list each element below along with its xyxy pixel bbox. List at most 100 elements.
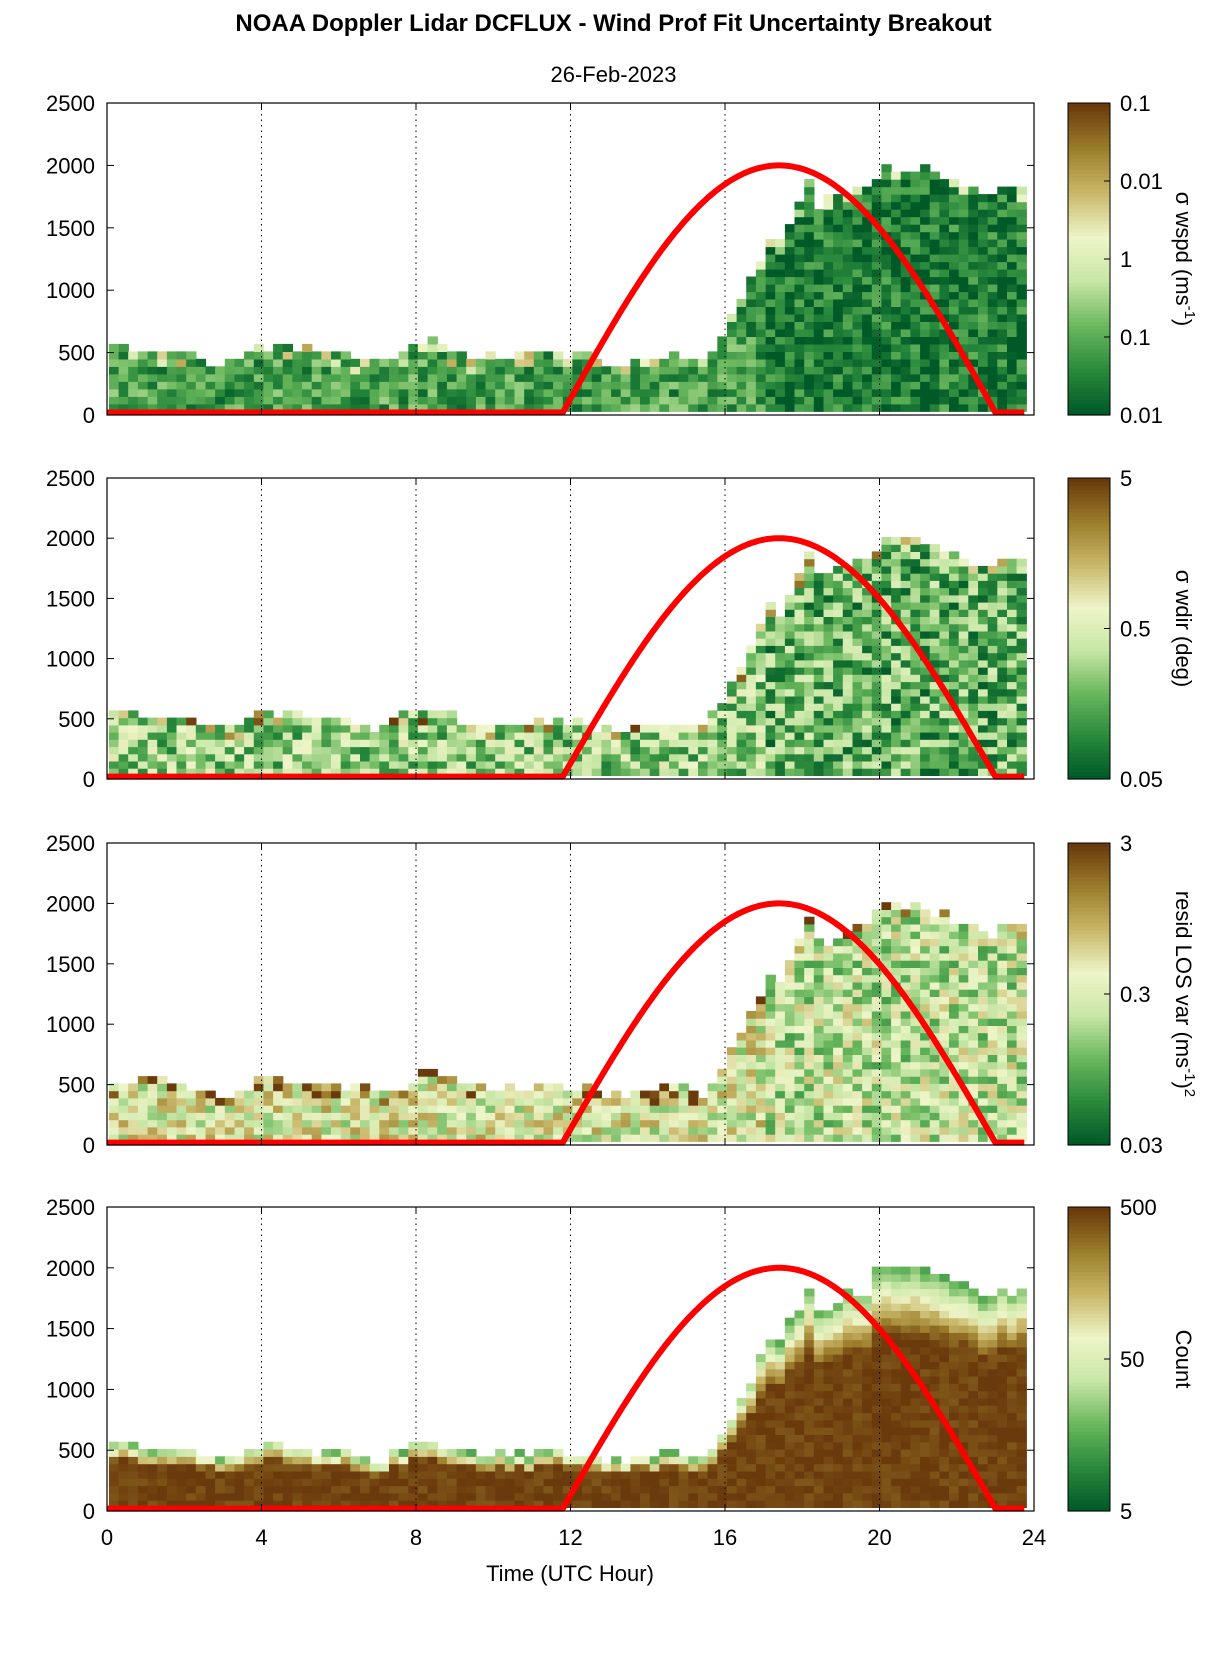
- heatmap-cell: [1016, 565, 1027, 574]
- heatmap-cell: [775, 1032, 786, 1041]
- heatmap-cell: [273, 1463, 284, 1472]
- heatmap-cell: [958, 366, 969, 375]
- heatmap-cell: [949, 403, 960, 412]
- heatmap-cell: [842, 313, 854, 322]
- heatmap-cell: [958, 1097, 969, 1106]
- heatmap-cell: [446, 1449, 458, 1457]
- heatmap-cell: [611, 1097, 622, 1106]
- y-tick-label: 2000: [46, 891, 95, 916]
- heatmap-cell: [929, 358, 940, 367]
- heatmap-cell: [176, 373, 187, 382]
- heatmap-cell: [195, 381, 207, 390]
- heatmap-cell: [823, 638, 834, 646]
- heatmap-cell: [939, 938, 950, 947]
- heatmap-cell: [813, 746, 825, 755]
- heatmap-cell: [649, 1470, 660, 1479]
- heatmap-cell: [1007, 1112, 1018, 1121]
- colorbar-swatch: [1068, 231, 1110, 237]
- heatmap-cell: [688, 403, 699, 412]
- heatmap-cell: [978, 1090, 989, 1099]
- heatmap-cell: [949, 328, 960, 337]
- heatmap-cell: [726, 746, 738, 755]
- heatmap-cell: [485, 1463, 496, 1472]
- heatmap-cell: [968, 328, 979, 337]
- heatmap-cell: [640, 1492, 651, 1501]
- heatmap-cell: [311, 1485, 322, 1494]
- heatmap-cell: [678, 768, 689, 776]
- heatmap-cell: [929, 396, 940, 405]
- heatmap-cell: [669, 739, 680, 748]
- heatmap-cell: [253, 760, 265, 769]
- heatmap-cell: [717, 1112, 728, 1121]
- heatmap-cell: [640, 1090, 651, 1099]
- heatmap-cell: [688, 1470, 699, 1479]
- heatmap-cell: [649, 1112, 660, 1121]
- heatmap-cell: [195, 732, 207, 740]
- heatmap-cell: [775, 638, 786, 646]
- heatmap-cell: [166, 746, 178, 755]
- heatmap-cell: [891, 366, 902, 375]
- colorbar-swatch: [1068, 348, 1110, 354]
- heatmap-cell: [833, 732, 844, 740]
- heatmap-cell: [591, 1126, 602, 1135]
- heatmap-cell: [263, 373, 274, 382]
- heatmap-cell: [118, 1478, 129, 1487]
- colorbar-swatch: [1068, 356, 1110, 361]
- heatmap-cell: [166, 1492, 178, 1501]
- heatmap-cell: [456, 1134, 467, 1142]
- heatmap-cell: [427, 1068, 438, 1077]
- heatmap-cell: [543, 366, 554, 375]
- heatmap-cell: [920, 952, 931, 961]
- heatmap-cell: [533, 373, 545, 382]
- heatmap-cell: [968, 216, 979, 225]
- heatmap-cell: [495, 1470, 506, 1479]
- heatmap-cell: [775, 710, 786, 719]
- heatmap-cell: [823, 688, 834, 697]
- heatmap-cell: [186, 760, 197, 769]
- heatmap-cell: [1007, 974, 1018, 983]
- heatmap-cell: [997, 623, 1008, 632]
- heatmap-cell: [939, 974, 950, 983]
- heatmap-cell: [881, 216, 892, 225]
- heatmap-cell: [1016, 403, 1027, 412]
- heatmap-cell: [910, 313, 921, 322]
- heatmap-cell: [504, 1134, 516, 1142]
- heatmap-cell: [794, 753, 805, 762]
- heatmap-cell: [533, 1456, 545, 1465]
- heatmap-cell: [784, 645, 796, 654]
- heatmap-cell: [765, 1134, 776, 1142]
- heatmap-cell: [147, 1456, 158, 1465]
- heatmap-cell: [649, 1500, 660, 1508]
- heatmap-cell: [717, 1492, 728, 1501]
- heatmap-cell: [224, 1456, 236, 1465]
- heatmap-cell: [379, 1500, 390, 1508]
- heatmap-cell: [881, 717, 892, 726]
- heatmap-cell: [746, 1112, 757, 1121]
- heatmap-cell: [292, 388, 303, 397]
- heatmap-cell: [292, 732, 303, 740]
- heatmap-cell: [311, 403, 322, 412]
- heatmap-cell: [968, 923, 979, 932]
- heatmap-cell: [746, 739, 757, 748]
- heatmap-cell: [408, 717, 419, 726]
- heatmap-cell: [978, 945, 989, 954]
- heatmap-cell: [987, 609, 998, 617]
- heatmap-cell: [746, 724, 757, 733]
- heatmap-cell: [195, 1126, 207, 1135]
- heatmap-cell: [833, 753, 844, 762]
- heatmap-cell: [524, 388, 535, 397]
- heatmap-cell: [1007, 284, 1018, 293]
- heatmap-cell: [939, 1025, 950, 1034]
- heatmap-cell: [852, 254, 863, 263]
- heatmap-cell: [804, 1076, 815, 1084]
- heatmap-cell: [813, 616, 825, 625]
- heatmap-cell: [456, 724, 467, 733]
- heatmap-cell: [997, 768, 1008, 776]
- heatmap-cell: [524, 381, 535, 390]
- heatmap-cell: [997, 209, 1008, 218]
- heatmap-cell: [755, 343, 767, 352]
- heatmap-cell: [958, 587, 969, 596]
- heatmap-cell: [253, 717, 265, 726]
- heatmap-cell: [1016, 186, 1027, 195]
- heatmap-cell: [698, 1485, 709, 1494]
